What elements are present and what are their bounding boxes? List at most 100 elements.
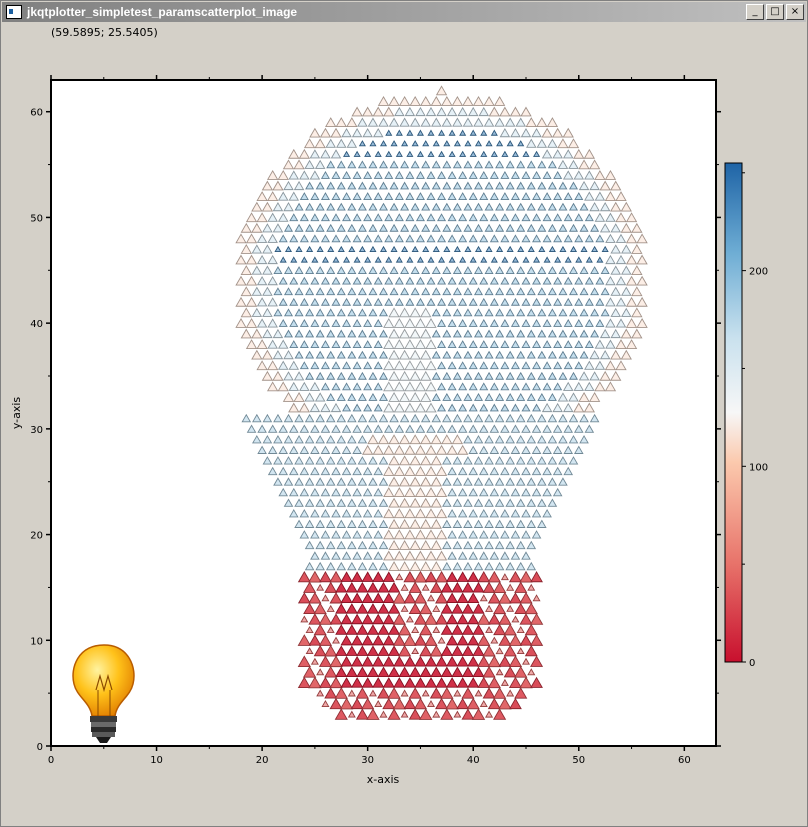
scatter-point (332, 636, 340, 644)
scatter-point (569, 245, 578, 252)
scatter-point (331, 318, 341, 327)
scatter-point (277, 339, 289, 349)
scatter-point (400, 223, 410, 232)
scatter-point (364, 150, 372, 157)
scatter-point (547, 371, 557, 380)
scatter-point (467, 677, 480, 688)
scatter-point (547, 160, 557, 169)
scatter-point (321, 700, 330, 707)
scatter-point (357, 287, 367, 296)
scatter-point (320, 149, 331, 159)
scatter-point (257, 445, 267, 454)
scatter-point (558, 308, 568, 317)
scatter-point (435, 592, 449, 604)
scatter-point (288, 148, 300, 159)
scatter-point (552, 402, 563, 413)
scatter-point (543, 256, 551, 263)
scatter-point (484, 392, 494, 401)
minimize-button[interactable]: _ (746, 4, 764, 20)
title-bar[interactable]: jkqtplotter_simpletest_paramscatterplot_… (2, 2, 806, 22)
scatter-point (459, 256, 467, 263)
scatter-point (537, 223, 547, 232)
scatter-point (347, 519, 357, 528)
close-button[interactable]: × (786, 4, 804, 20)
scatter-point (584, 340, 594, 348)
scatter-point (508, 655, 523, 667)
scatter-point (372, 592, 385, 604)
scatter-point (537, 392, 547, 401)
scatter-point (408, 708, 422, 720)
scatter-point (357, 519, 368, 528)
scatter-point (420, 413, 431, 423)
scatter-point (584, 234, 594, 243)
scatter-point (305, 371, 315, 380)
scatter-point (588, 391, 601, 402)
scatter-point (519, 676, 533, 689)
scatter-point (468, 297, 478, 306)
plot-area (51, 80, 716, 746)
scatter-point (448, 256, 456, 263)
scatter-point (384, 213, 394, 222)
scatter-point (404, 360, 416, 371)
scatter-point (511, 615, 520, 623)
scatter-point (447, 466, 457, 476)
scatter-point (331, 340, 341, 348)
scatter-point (368, 498, 378, 507)
scatter-point (335, 581, 348, 593)
scatter-point (542, 487, 552, 497)
scatter-point (568, 266, 579, 274)
scatter-point (279, 256, 287, 263)
scatter-point (409, 328, 421, 339)
scatter-point (479, 382, 489, 391)
scatter-point (318, 634, 333, 646)
scatter-point (363, 340, 373, 348)
scatter-point (389, 202, 399, 211)
scatter-point (591, 245, 599, 252)
scatter-point (478, 551, 489, 560)
scatter-point (294, 308, 304, 317)
scatter-point (305, 202, 315, 211)
scatter-point (329, 570, 343, 583)
scatter-point (325, 456, 336, 465)
scatter-point (435, 529, 448, 540)
scatter-point (398, 455, 411, 466)
scatter-point (389, 181, 399, 190)
scatter-point (530, 655, 544, 667)
scatter-point (347, 435, 357, 444)
scatter-point (283, 413, 294, 423)
scatter-point (320, 234, 330, 243)
x-tick-label: 60 (678, 755, 691, 766)
scatter-point (330, 127, 342, 138)
scatter-point (493, 95, 506, 106)
scatter-point (463, 435, 473, 444)
scatter-point (383, 508, 395, 519)
scatter-point (362, 424, 373, 433)
scatter-point (542, 424, 552, 433)
scatter-point (357, 202, 367, 211)
scatter-point (563, 276, 573, 285)
scatter-point (256, 191, 268, 201)
maximize-button[interactable]: □ (766, 4, 784, 20)
scatter-point (394, 276, 404, 285)
scatter-point (526, 266, 536, 274)
scatter-point (267, 254, 278, 265)
scatter-point (395, 573, 404, 581)
scatter-point (283, 350, 294, 360)
scatter-point (478, 424, 489, 433)
scatter-point (446, 655, 459, 667)
scatter-point (414, 508, 427, 519)
scatter-point (345, 581, 358, 593)
scatter-point (335, 666, 348, 678)
scatter-point (297, 592, 311, 604)
scatter-point (356, 581, 369, 593)
scatter-point (517, 140, 525, 147)
scatter-point (329, 676, 343, 689)
scatter-point (437, 361, 447, 370)
scatter-point (505, 202, 515, 211)
scatter-point (434, 570, 449, 583)
scatter-point (377, 581, 390, 593)
scatter-point (510, 213, 520, 222)
scatter-point (321, 256, 329, 263)
scatter-point (331, 234, 341, 243)
